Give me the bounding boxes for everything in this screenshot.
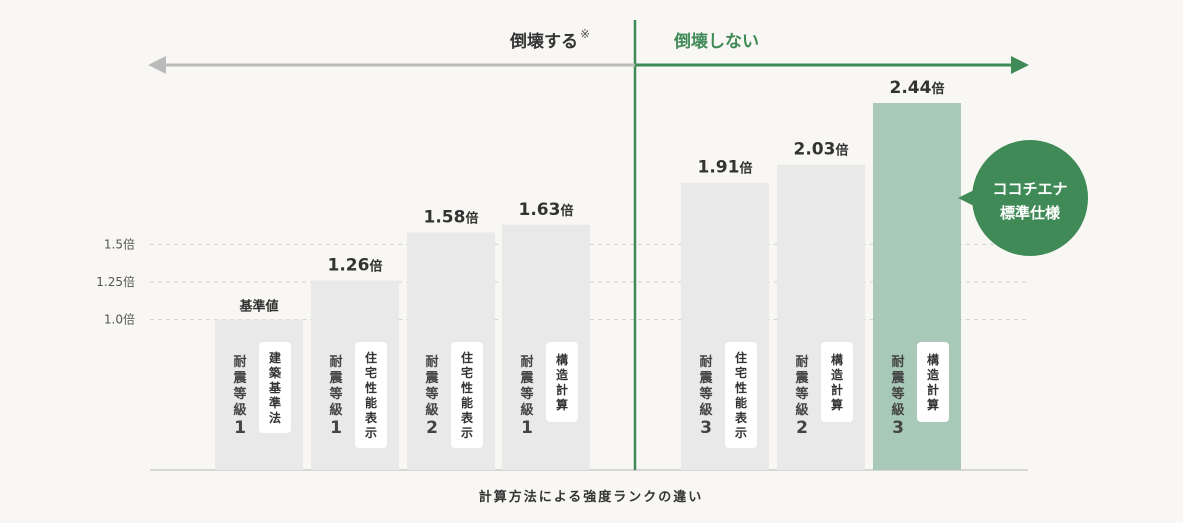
bar-grade-number-6: 3 [892,418,904,438]
bar-grade-char-3-1: 震 [519,371,534,386]
bar-method-char-6-3: 算 [927,397,939,412]
bar-method-char-1-0: 住 [365,350,377,365]
bar-method-char-5-2: 計 [831,382,843,397]
bar-method-char-4-0: 住 [735,350,747,365]
zone-label-no-collapse: 倒壊しない [673,32,759,52]
bar-value-label-6: 2.44倍 [890,78,945,98]
bar-method-char-3-2: 計 [556,382,568,397]
bar-method-pill-5 [821,342,853,422]
bar-method-pill-1 [355,342,387,448]
bar-grade-char-1-0: 耐 [329,354,342,370]
bar-grade-char-6-0: 耐 [891,354,904,370]
bar-grade-char-0-1: 震 [232,371,247,386]
bar-grade-number-1: 1 [330,418,342,438]
zone-note-mark: ※ [580,27,590,41]
bar-grade-char-3-0: 耐 [520,354,533,370]
bar-grade-char-1-3: 級 [329,402,342,418]
bar-grade-char-2-1: 震 [424,371,439,386]
y-tick-label-0: 1.0倍 [104,312,135,327]
bar-value-label-2: 1.58倍 [424,207,479,227]
bar-grade-char-3-3: 級 [520,402,533,418]
bar-grade-char-2-2: 等 [424,386,438,402]
bar-method-char-5-3: 算 [831,397,843,412]
bar-grade-char-1-1: 震 [328,371,343,386]
x-axis-label: 計算方法による強度ランクの違い [479,489,704,505]
bar-grade-number-5: 2 [796,418,808,438]
bar-method-char-5-0: 構 [831,352,843,367]
bar-grade-char-0-2: 等 [232,386,246,402]
bar-grade-number-2: 2 [426,418,438,438]
bar-method-char-3-0: 構 [556,352,568,367]
bar-method-char-0-0: 建 [268,350,282,365]
badge-circle [972,140,1088,256]
bar-method-char-0-2: 基 [268,380,282,395]
bar-method-char-1-1: 宅 [365,365,377,380]
bar-method-pill-0 [259,342,291,433]
badge-line-2: 標準仕様 [1000,204,1061,222]
bar-method-pill-4 [725,342,757,448]
bar-value-label-1: 1.26倍 [328,255,383,275]
zone-label-collapse: 倒壊する [509,32,578,52]
bar-grade-char-5-2: 等 [794,386,808,402]
bar-grade-char-1-2: 等 [328,386,342,402]
bar-5 [777,164,865,471]
bar-method-pill-2 [451,342,483,448]
bar-grade-char-0-3: 級 [233,402,246,418]
y-tick-label-2: 1.5倍 [104,236,135,251]
bar-method-char-4-5: 示 [734,426,747,440]
bar-method-char-2-2: 性 [460,380,473,395]
bar-method-char-4-2: 性 [734,380,747,395]
bar-grade-char-5-3: 級 [795,402,808,418]
bar-method-char-6-2: 計 [927,382,939,397]
bar-grade-char-4-2: 等 [698,386,712,402]
bar-method-char-0-3: 準 [269,395,281,410]
bar-method-char-0-1: 築 [268,365,282,380]
bar-method-char-6-1: 造 [927,367,940,382]
bar-method-char-0-4: 法 [269,410,281,425]
bar-grade-char-4-1: 震 [698,371,713,386]
bar-method-char-1-4: 表 [364,410,378,425]
bar-value-label-0: 基準値 [238,299,278,315]
bar-grade-number-4: 3 [700,418,712,438]
bar-method-pill-3 [546,342,578,422]
bar-grade-char-2-3: 級 [425,402,438,418]
badge-line-1: ココチエナ [992,180,1067,198]
bar-grade-number-0: 1 [234,418,246,438]
bar-method-char-4-3: 能 [735,395,747,410]
bar-method-char-1-3: 能 [365,395,377,410]
bar-method-char-6-0: 構 [927,352,939,367]
bar-method-char-3-3: 算 [556,397,568,412]
bar-grade-char-6-1: 震 [890,371,905,386]
bar-method-char-1-2: 性 [364,380,377,395]
y-tick-label-1: 1.25倍 [96,274,135,289]
bar-grade-char-6-3: 級 [891,402,904,418]
bar-grade-char-5-1: 震 [794,371,809,386]
bar-grade-char-4-0: 耐 [699,354,712,370]
bar-value-label-5: 2.03倍 [794,140,849,160]
bar-method-char-2-1: 宅 [461,365,473,380]
bar-grade-char-5-0: 耐 [795,354,808,370]
bar-method-char-2-5: 示 [460,426,473,440]
bar-method-char-5-1: 造 [831,367,844,382]
bar-grade-char-0-0: 耐 [233,354,246,370]
bar-grade-number-3: 1 [521,418,533,438]
no-collapse-arrow-head [1011,56,1029,74]
bar-method-char-4-1: 宅 [735,365,747,380]
bar-method-pill-6 [917,342,949,422]
collapse-arrow-head [148,56,166,74]
bar-method-char-4-4: 表 [734,410,748,425]
bar-method-char-2-3: 能 [461,395,473,410]
bar-method-char-2-4: 表 [460,410,474,425]
bar-grade-char-3-2: 等 [519,386,533,402]
bar-grade-char-2-0: 耐 [425,354,438,370]
bar-value-label-4: 1.91倍 [698,158,753,178]
bar-method-char-1-5: 示 [364,426,377,440]
bar-value-label-3: 1.63倍 [519,200,574,220]
bar-method-char-3-1: 造 [556,367,569,382]
bar-grade-char-4-3: 級 [699,402,712,418]
bar-method-char-2-0: 住 [461,350,473,365]
bar-grade-char-6-2: 等 [890,386,904,402]
